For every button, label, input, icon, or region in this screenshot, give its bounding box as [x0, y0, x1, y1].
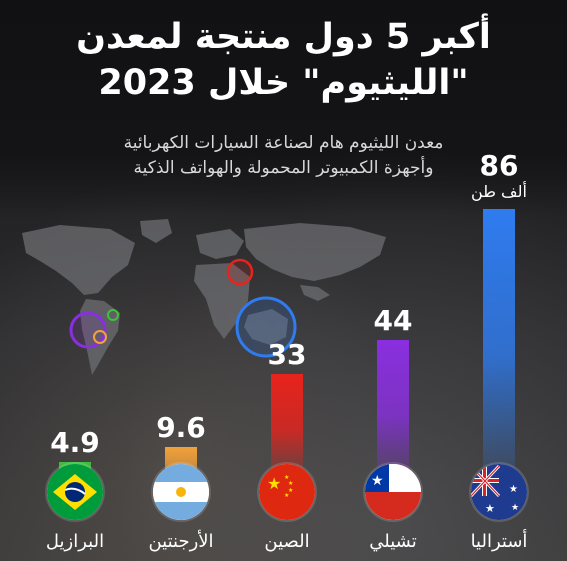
title-line-1: أكبر 5 دول منتجة لمعدن [76, 17, 491, 57]
bar-china [271, 374, 303, 477]
chart-subtitle: معدن الليثيوم هام لصناعة السيارات الكهرب… [0, 131, 567, 181]
svg-text:★: ★ [511, 503, 519, 513]
title-line-2: "الليثيوم" خلال 2023 [98, 63, 469, 103]
value-label-chile: 44 [373, 303, 413, 337]
china-highlight-ring [226, 258, 254, 286]
australia-highlight-ring [235, 296, 297, 358]
country-label-chile: تشيلي [369, 531, 417, 552]
greenland-shape [140, 219, 172, 243]
value-label-argentina: 9.6 [156, 411, 206, 445]
flag-china-icon: ★ ★ ★ ★ ★ [259, 464, 315, 520]
country-label-australia: أستراليا [470, 531, 528, 552]
subtitle-line-1: معدن الليثيوم هام لصناعة السيارات الكهرب… [123, 133, 444, 153]
australia-shape [244, 309, 288, 345]
svg-text:★: ★ [267, 474, 281, 493]
subtitle-line-2: وأجهزة الكمبيوتر المحمولة والهواتف الذكي… [133, 158, 434, 178]
southeast-asia-shape [300, 285, 330, 301]
chart-title: أكبر 5 دول منتجة لمعدن "الليثيوم" خلال 2… [0, 14, 567, 106]
svg-text:★: ★ [509, 484, 518, 495]
flag-argentina-icon [153, 464, 209, 520]
europe-shape [196, 229, 244, 259]
flag-australia-icon: ★ ★ ★ [471, 464, 527, 520]
africa-shape [194, 263, 250, 339]
country-label-brazil: البرازيل [45, 531, 105, 552]
svg-text:★: ★ [288, 480, 293, 487]
country-label-argentina: الأرجنتين [148, 531, 214, 552]
brazil-highlight-ring [107, 309, 119, 321]
unit-label: ألف طن [471, 182, 527, 201]
svg-text:★: ★ [284, 474, 289, 481]
svg-text:★: ★ [288, 487, 293, 494]
value-label-brazil: 4.9 [50, 425, 100, 459]
svg-text:★: ★ [284, 492, 289, 499]
bar-chile [377, 339, 409, 477]
value-label-australia: 86 [479, 149, 519, 182]
svg-text:★: ★ [371, 473, 384, 489]
background-fade [0, 0, 567, 215]
country-label-china: الصين [264, 531, 310, 552]
flag-chile-icon: ★ [365, 464, 421, 520]
world-map [22, 219, 386, 375]
value-label-china: 33 [267, 338, 307, 372]
chile-highlight-ring [69, 311, 107, 349]
north-america-shape [22, 225, 135, 295]
svg-text:★: ★ [485, 502, 495, 515]
bar-australia [483, 209, 515, 477]
asia-shape [244, 223, 386, 281]
flag-brazil-icon [47, 464, 103, 520]
argentina-highlight-ring [93, 330, 107, 344]
